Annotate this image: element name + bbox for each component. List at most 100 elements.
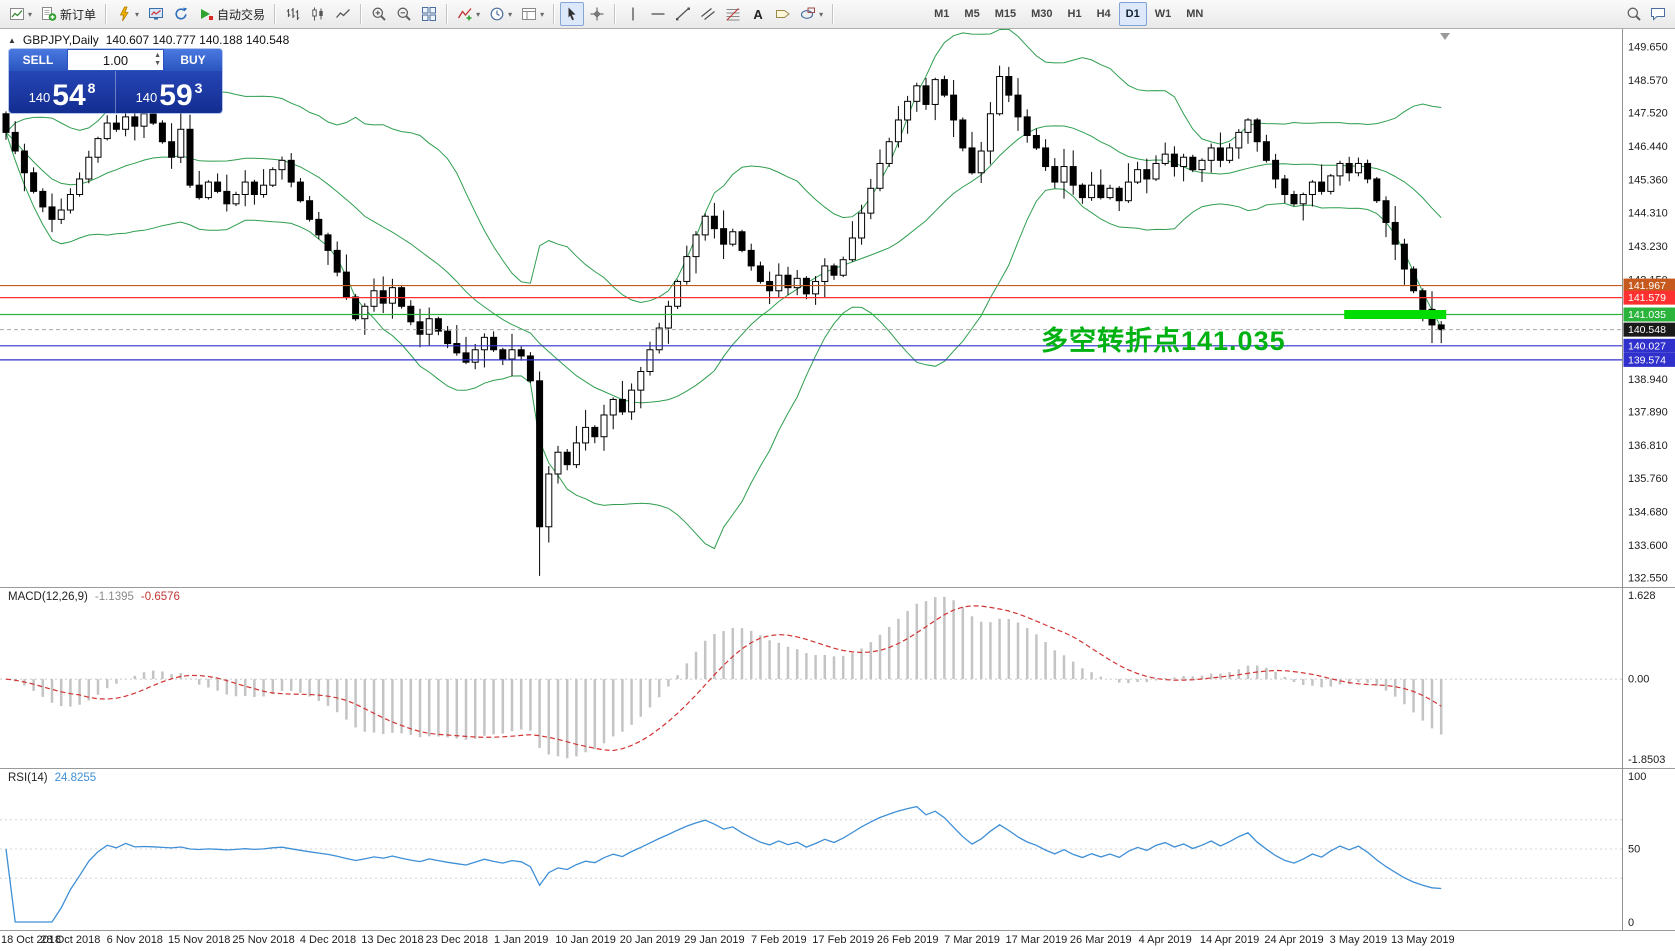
volume-down-icon[interactable]: ▼ <box>154 60 161 67</box>
chart-header: ▲ GBPJPY,Daily 140.607 140.777 140.188 1… <box>8 33 289 47</box>
fibonacci-button[interactable] <box>721 2 745 26</box>
fibo-icon <box>726 8 740 21</box>
text-label-button[interactable] <box>771 2 795 26</box>
toolbar-group: ▾ ▾ ▾ <box>453 2 548 26</box>
crosshair-icon <box>590 7 604 21</box>
horizontal-line-button[interactable] <box>646 2 670 26</box>
templates-button[interactable]: ▾ <box>517 2 548 26</box>
timeframe-m5[interactable]: M5 <box>957 2 986 26</box>
x-axis-label: 13 May 2019 <box>1390 934 1455 946</box>
shapes-button[interactable]: ▾ <box>796 2 827 26</box>
one-click-trading-panel: SELL ▲ ▼ BUY 140 54 8 140 59 3 <box>9 49 222 113</box>
trendline-icon <box>676 7 691 21</box>
timeframe-m1[interactable]: M1 <box>927 2 956 26</box>
timeframe-m15[interactable]: M15 <box>988 2 1023 26</box>
y-axis-tick: 133.600 <box>1628 540 1668 552</box>
search-button[interactable] <box>1622 2 1646 26</box>
x-axis-label: 3 May 2019 <box>1329 934 1388 946</box>
toolbar-group <box>281 2 355 26</box>
timeframe-h1[interactable]: H1 <box>1061 2 1089 26</box>
candlestick-chart-button[interactable] <box>306 2 330 26</box>
toolbar-group <box>560 2 609 26</box>
toolbar-separator <box>614 4 617 24</box>
candles <box>2 65 1445 576</box>
vertical-line-button[interactable] <box>621 2 645 26</box>
toolbar-group: ▾ 新订单 <box>5 2 100 26</box>
x-axis-label: 23 Dec 2018 <box>425 934 488 946</box>
chart-shift-marker[interactable] <box>1440 33 1450 40</box>
timeframe-group: M1 M5 M15 M30 H1 H4 D1 W1 MN <box>927 2 1210 26</box>
price-tag-label: 140.548 <box>1628 324 1666 336</box>
channel-icon <box>701 8 715 20</box>
toolbar-separator <box>105 4 108 24</box>
new-chart-button[interactable]: ▾ <box>5 2 36 26</box>
x-axis-label: 28 Oct 2018 <box>40 934 101 946</box>
equidistant-channel-button[interactable] <box>696 2 720 26</box>
macd-histogram <box>13 596 1443 759</box>
timeframe-mn[interactable]: MN <box>1179 2 1210 26</box>
profile-icon <box>119 6 129 22</box>
annotation-text[interactable]: 多空转折点141.035 <box>1041 326 1286 356</box>
zoom-in-button[interactable] <box>367 2 391 26</box>
line-chart-button[interactable] <box>331 2 355 26</box>
price-tag-label: 141.035 <box>1628 309 1666 321</box>
highlight-rectangle[interactable] <box>1344 310 1447 320</box>
trendline-button[interactable] <box>671 2 695 26</box>
volume-input[interactable] <box>82 51 149 69</box>
collapse-panel-icon[interactable]: ▲ <box>8 35 16 45</box>
x-axis-label: 25 Nov 2018 <box>232 934 295 946</box>
price-tag-label: 141.579 <box>1628 292 1666 304</box>
rsi-panel[interactable]: 100 50 0 <box>0 768 1675 930</box>
market-watch-button[interactable] <box>144 2 168 26</box>
tile-windows-button[interactable] <box>417 2 441 26</box>
y-axis-tick: 135.760 <box>1628 473 1668 485</box>
cursor-button[interactable] <box>560 2 585 26</box>
sell-button[interactable]: SELL <box>9 49 67 71</box>
ask-price[interactable]: 140 59 3 <box>116 71 222 113</box>
macd-header: MACD(12,26,9) -1.1395 -0.6576 <box>8 591 180 603</box>
button-label: 自动交易 <box>217 7 266 22</box>
x-axis-label: 15 Nov 2018 <box>167 934 231 946</box>
indicators-button[interactable]: ▾ <box>453 2 484 26</box>
x-axis-label: 13 Dec 2018 <box>361 934 424 946</box>
bar-chart-button[interactable] <box>281 2 305 26</box>
price-tag <box>1623 307 1675 322</box>
main-chart[interactable]: 149.650 148.570 147.520 146.440 145.360 144.3… <box>0 29 1675 587</box>
x-axis-label: 18 Oct 2018 <box>1 934 61 946</box>
crosshair-button[interactable] <box>585 2 609 26</box>
bid-pipette: 8 <box>87 80 96 96</box>
toolbar-right-group <box>1622 2 1670 26</box>
volume-stepper: ▲ ▼ <box>67 49 164 71</box>
chat-icon <box>1651 8 1665 21</box>
new-order-button[interactable]: 新订单 <box>37 2 100 26</box>
bid-big-figure: 140 <box>28 90 51 105</box>
zoom-out-button[interactable] <box>392 2 416 26</box>
candles-icon <box>312 7 323 21</box>
periods-button[interactable]: ▾ <box>485 2 516 26</box>
ask-big-figure: 140 <box>135 90 158 105</box>
refresh-icon <box>175 7 188 20</box>
zoom-in-icon <box>372 7 386 21</box>
timeframe-w1[interactable]: W1 <box>1148 2 1179 26</box>
x-axis[interactable]: 18 Oct 2018 28 Oct 2018 6 Nov 2018 15 Nov 2… <box>0 930 1675 951</box>
zoom-out-icon <box>397 7 411 21</box>
price-tag-label: 139.574 <box>1628 354 1666 366</box>
macd-panel[interactable]: 1.628 0.00 -1.8503 <box>0 587 1675 768</box>
timeframe-m30[interactable]: M30 <box>1024 2 1059 26</box>
chat-button[interactable] <box>1646 2 1670 26</box>
timeframe-d1[interactable]: D1 <box>1118 2 1147 26</box>
button-label: D1 <box>1125 8 1140 20</box>
buy-button[interactable]: BUY <box>164 49 222 71</box>
profiles-button[interactable]: ▾ <box>112 2 143 26</box>
volume-up-icon[interactable]: ▲ <box>154 52 161 59</box>
y-axis-tick: 149.650 <box>1628 42 1668 54</box>
button-label: W1 <box>1154 8 1172 20</box>
shapes-icon <box>801 7 816 19</box>
bid-price[interactable]: 140 54 8 <box>9 71 116 113</box>
data-window-button[interactable] <box>169 2 193 26</box>
text-tool-button[interactable]: A <box>746 2 770 26</box>
button-label: M15 <box>994 8 1017 20</box>
timeframe-h4[interactable]: H4 <box>1090 2 1118 26</box>
autotrading-button[interactable]: 自动交易 <box>194 2 269 26</box>
